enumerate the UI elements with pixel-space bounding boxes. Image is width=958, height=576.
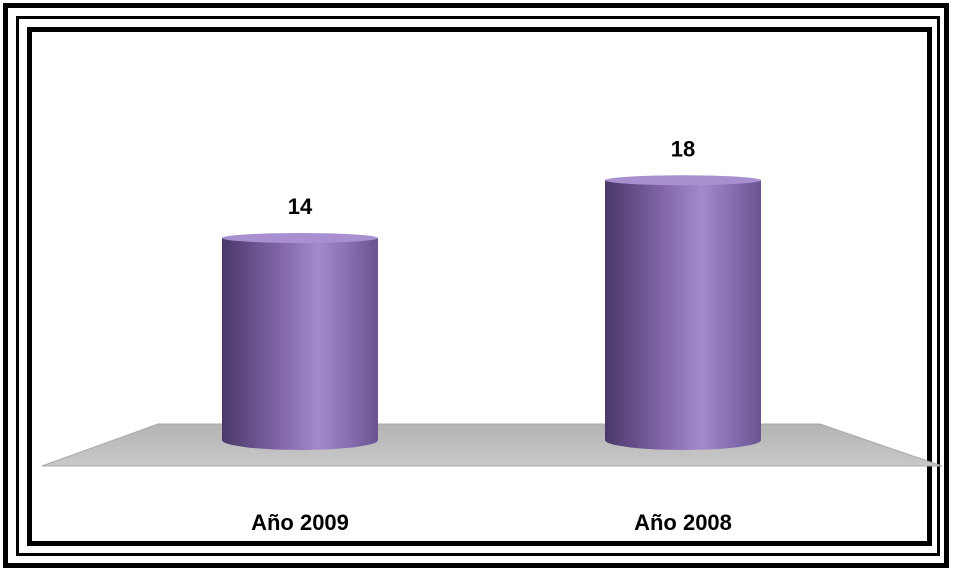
bar-2 <box>605 175 761 450</box>
bar-top <box>605 175 761 186</box>
chart-frame-middle <box>16 16 940 556</box>
value-labels-layer: 14 18 <box>288 136 695 219</box>
bar-1 <box>222 232 378 450</box>
chart-floor <box>41 423 943 467</box>
bars-layer <box>222 175 761 450</box>
chart-frame-inner <box>27 27 932 546</box>
category-label-2: Año 2008 <box>634 510 732 535</box>
data-label-1: 14 <box>288 194 313 219</box>
category-label-1: Año 2009 <box>251 510 349 535</box>
bar-top <box>222 232 378 243</box>
bar-body <box>222 237 378 450</box>
category-labels-layer: Año 2009 Año 2008 <box>251 510 732 535</box>
chart-frame-outer <box>3 3 949 568</box>
bar-body <box>605 180 761 450</box>
data-label-2: 18 <box>671 136 695 161</box>
